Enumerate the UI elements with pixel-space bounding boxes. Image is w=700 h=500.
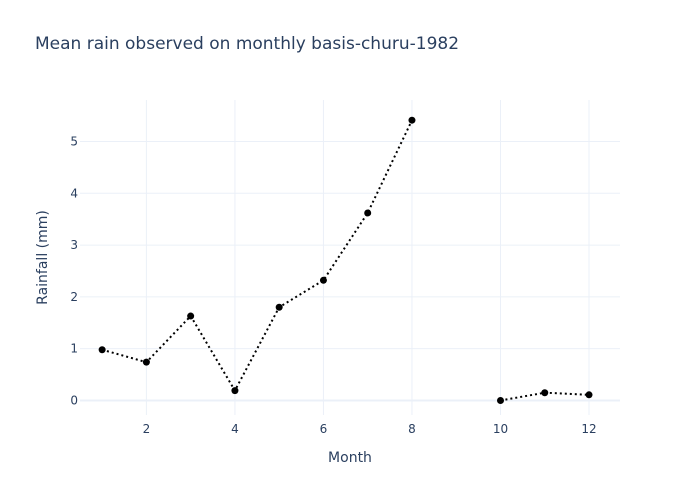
data-point[interactable] [319,276,327,284]
data-point[interactable] [585,391,593,399]
data-point[interactable] [408,116,416,124]
y-tick-label: 3 [70,238,78,252]
data-point[interactable] [541,389,549,397]
x-axis-title: Month [328,450,372,466]
grid-layer [80,100,620,415]
y-tick-label: 2 [70,290,78,304]
data-point[interactable] [364,209,372,217]
series-line [101,119,413,393]
x-tick-label: 2 [143,422,151,436]
data-point[interactable] [98,346,106,354]
data-point[interactable] [275,303,283,311]
chart-title: Mean rain observed on monthly basis-chur… [35,34,460,54]
y-tick-label: 1 [70,342,78,356]
data-point[interactable] [231,387,239,395]
data-point[interactable] [142,358,150,366]
x-tick-label: 8 [408,422,416,436]
y-tick-label: 4 [70,186,78,200]
y-tick-label: 0 [70,393,78,407]
x-tick-label: 6 [320,422,328,436]
x-tick-label: 10 [493,422,508,436]
data-point[interactable] [187,312,195,320]
data-point[interactable] [496,396,504,404]
series-layer [98,116,593,404]
y-axis-title: Rainfall (mm) [35,210,51,305]
y-tick-label: 5 [70,134,78,148]
x-tick-label: 4 [231,422,239,436]
x-tick-label: 12 [581,422,596,436]
